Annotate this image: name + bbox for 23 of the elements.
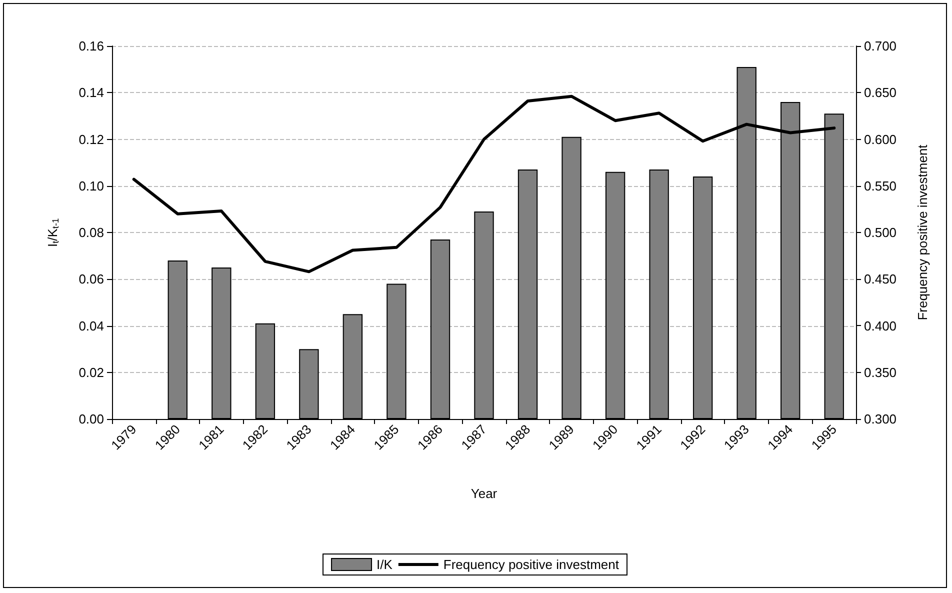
x-axis-title: Year <box>470 486 498 501</box>
y2-tick-label: 0.300 <box>864 412 897 426</box>
y2-tick-label: 0.550 <box>864 178 897 194</box>
y-tick-label: 0.10 <box>78 178 104 194</box>
y2-tick-label: 0.350 <box>864 364 897 380</box>
y2-tick-label: 0.400 <box>864 318 897 334</box>
y-tick-label: 0.12 <box>78 132 104 147</box>
y-tick-label: 0.16 <box>78 38 104 54</box>
y2-tick-label: 0.700 <box>864 38 897 54</box>
y-tick-label: 0.06 <box>78 272 104 287</box>
y2-axis-title: Frequency positive investment <box>915 144 930 320</box>
y-tick-label: 0.08 <box>78 225 104 240</box>
y-tick-label: 0.00 <box>78 412 104 426</box>
y-tick-label: 0.02 <box>78 364 104 380</box>
legend-label: I/K <box>376 557 393 572</box>
y2-tick-label: 0.650 <box>864 85 897 100</box>
y2-tick-label: 0.450 <box>864 272 897 287</box>
y-tick-label: 0.04 <box>78 318 104 334</box>
legend-label: Frequency positive investment <box>443 557 620 572</box>
y-axis-title: It/Kt-1 <box>45 218 60 247</box>
y2-tick-label: 0.600 <box>864 132 897 147</box>
y-tick-label: 0.14 <box>78 85 104 100</box>
y2-tick-label: 0.500 <box>864 225 897 240</box>
